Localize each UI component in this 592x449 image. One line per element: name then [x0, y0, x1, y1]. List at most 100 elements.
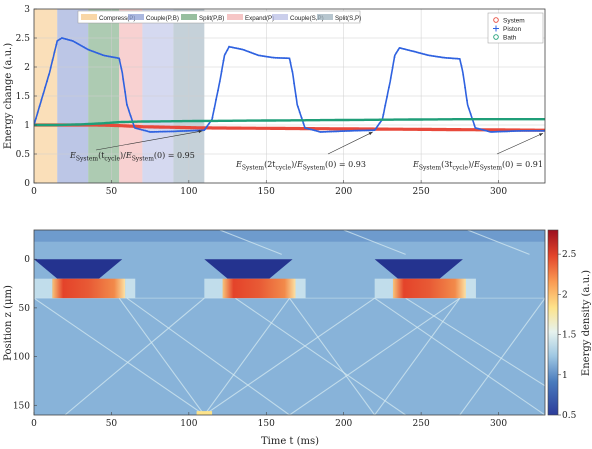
series-point-piston	[179, 130, 182, 133]
series-point-piston	[155, 130, 158, 133]
series-point-piston	[118, 58, 121, 61]
series-point-piston	[449, 57, 452, 60]
series-point-piston	[38, 105, 41, 108]
series-bath	[34, 117, 545, 127]
wave-streak	[374, 297, 545, 415]
series-point-piston	[488, 130, 491, 133]
edge-region	[374, 278, 393, 299]
phase-legend-box	[77, 10, 361, 24]
series-point-piston	[375, 127, 377, 130]
series-point-piston	[228, 45, 231, 48]
series-point-piston	[510, 130, 513, 133]
series-point-piston	[501, 130, 504, 133]
phase-legend-swatch	[227, 14, 243, 20]
series-point-piston	[477, 127, 479, 130]
series-point-piston	[378, 122, 381, 125]
y-tick-label: 150	[13, 401, 30, 411]
series-point-piston	[189, 129, 192, 132]
series-point-piston	[297, 105, 299, 108]
series-point-piston	[276, 56, 279, 59]
series-point-piston	[181, 130, 184, 132]
y-tick-label: 2.5	[16, 34, 31, 44]
series-point-piston	[436, 55, 439, 58]
y-tick-label: 3	[24, 5, 30, 15]
x-tick-label: 0	[31, 419, 37, 429]
wave-streak	[34, 297, 205, 415]
series-point-piston	[521, 129, 524, 132]
annotation-arrowhead	[368, 132, 373, 136]
series-point-piston	[213, 107, 216, 110]
colorbar-ticks: 0.5 1 1.5 2 2.5	[558, 250, 577, 421]
top-y-axis-label: Energy change (a.u.)	[3, 43, 14, 149]
series-point-piston	[74, 41, 76, 43]
series-point-piston	[172, 130, 175, 133]
series-point-piston	[529, 129, 531, 132]
series-point-piston	[447, 57, 450, 59]
series-point-piston	[441, 56, 444, 59]
annotation-part: (0) = 0.93	[325, 160, 366, 169]
series-point-piston	[282, 57, 284, 59]
series-point-piston	[363, 129, 366, 132]
colorbar-tick-label: 0.5	[562, 411, 577, 421]
annotation-part: E	[412, 160, 419, 169]
series-point-piston	[72, 40, 74, 42]
series-point-piston	[103, 54, 106, 57]
annotation-part: E	[473, 160, 480, 169]
series-point-piston	[218, 80, 221, 83]
series-point-piston	[246, 50, 249, 53]
series-point-piston	[166, 130, 169, 133]
series-point-piston	[207, 123, 210, 125]
series-point-piston	[399, 47, 401, 49]
series-point-piston	[49, 66, 52, 69]
wave-streak	[467, 230, 530, 255]
series-point-piston	[90, 50, 93, 52]
series-point-piston	[83, 46, 86, 49]
annotation-text: ESystem(tcycle)/ESystem(0) = 0.95	[69, 151, 195, 163]
series-point-piston	[512, 130, 515, 133]
series-point-piston	[406, 49, 409, 51]
series-point-piston	[321, 131, 323, 133]
series-point-piston	[523, 129, 526, 132]
series-point-piston	[402, 48, 405, 50]
series-point-piston	[98, 52, 100, 55]
series-point-piston	[421, 52, 424, 55]
hot-region	[52, 278, 126, 299]
top-series	[34, 37, 545, 133]
series-point-piston	[306, 127, 309, 130]
edge-region	[125, 278, 136, 299]
series-point-piston	[81, 45, 84, 48]
series-point-piston	[68, 39, 71, 41]
wave-streak	[204, 297, 375, 415]
annotation-part: (3t	[441, 160, 453, 169]
series-point-piston	[96, 52, 99, 54]
series-point-piston	[168, 130, 171, 133]
phase-legend-label: Compress(P)	[99, 15, 135, 22]
series-point-piston	[40, 99, 43, 101]
series-point-piston	[215, 98, 218, 101]
x-tick-label: 0	[31, 187, 37, 197]
series-legend-marker	[493, 34, 499, 40]
series-point-piston	[114, 56, 117, 59]
series-point-piston	[257, 54, 260, 57]
series-line-system	[34, 123, 545, 132]
series-point-piston	[456, 57, 459, 60]
x-tick-label: 300	[490, 419, 507, 429]
colorbar	[547, 229, 559, 416]
series-point-piston	[393, 56, 396, 58]
series-point-piston	[133, 126, 136, 128]
series-point-piston	[428, 54, 431, 57]
x-tick-label: 50	[106, 187, 118, 197]
series-point-piston	[157, 130, 160, 133]
series-point-piston	[412, 50, 414, 53]
series-point-piston	[466, 99, 468, 102]
series-point-piston	[113, 56, 115, 59]
series-point-piston	[269, 56, 271, 58]
series-point-piston	[250, 51, 253, 54]
series-point-piston	[70, 39, 73, 42]
series-point-piston	[183, 130, 186, 132]
annotation-part: System	[419, 165, 442, 172]
series-point-piston	[44, 86, 46, 89]
series-point-piston	[211, 116, 214, 119]
series-point-piston	[302, 122, 305, 125]
